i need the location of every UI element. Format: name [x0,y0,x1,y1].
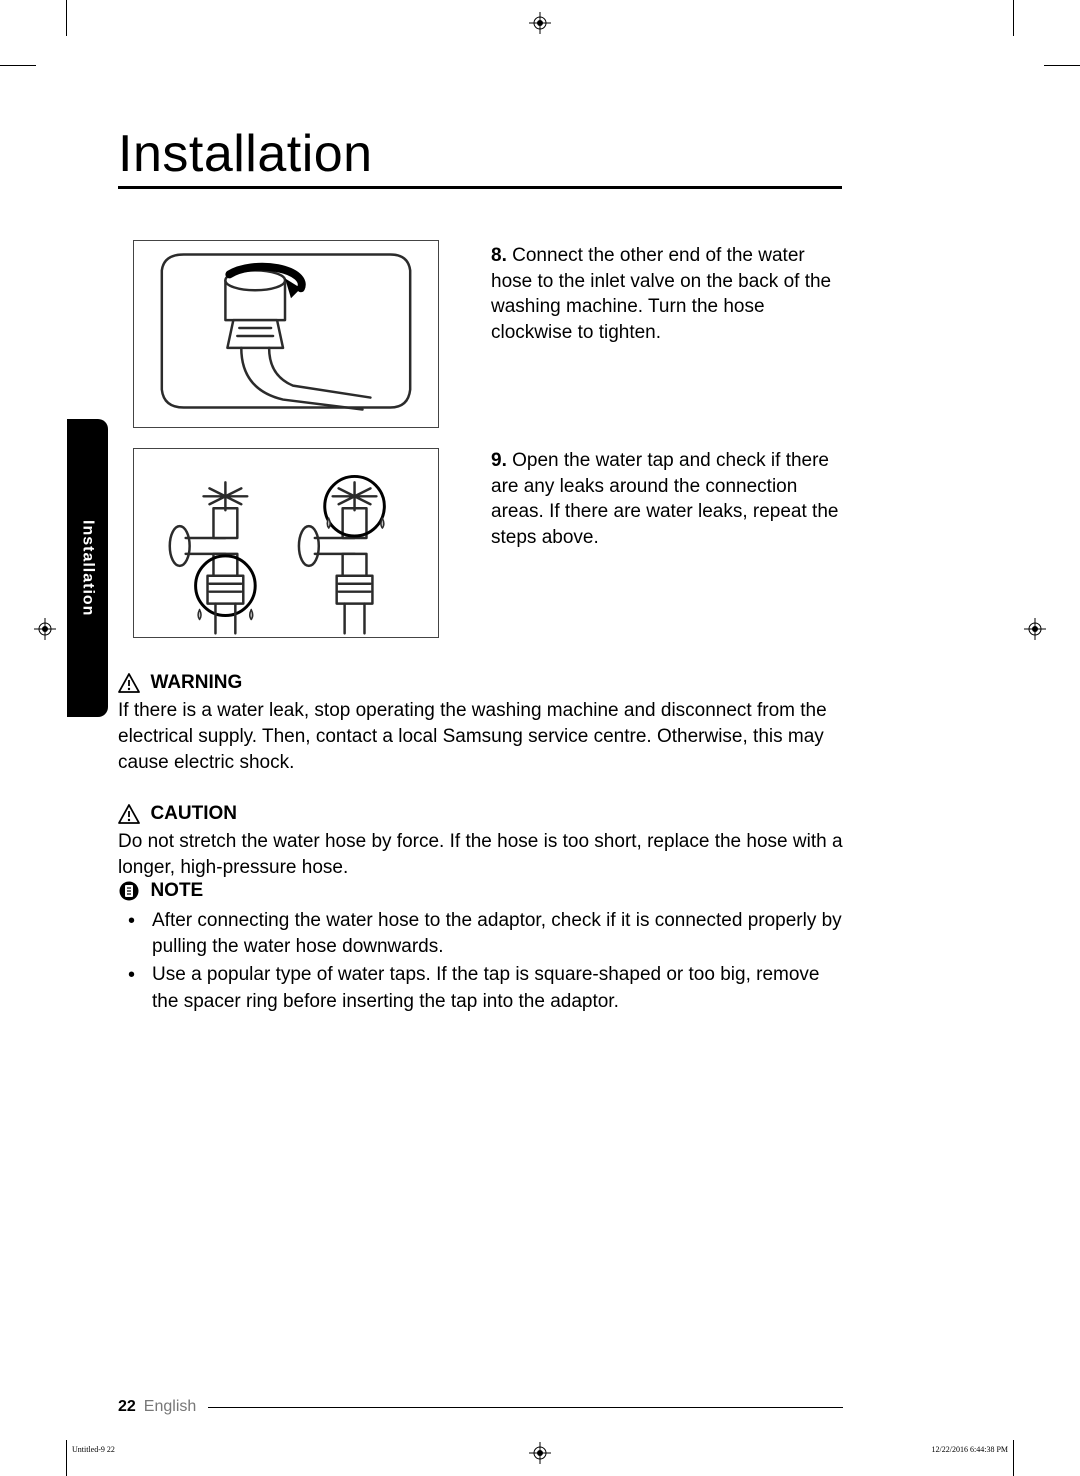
warning-label: WARNING [150,672,242,693]
caution-label: CAUTION [150,803,237,824]
crop-mark [66,0,67,36]
note-item: After connecting the water hose to the a… [118,908,843,960]
caution-section: CAUTION Do not stretch the water hose by… [118,803,843,881]
warning-icon [118,672,140,694]
registration-mark-icon [34,618,56,640]
warning-text: If there is a water leak, stop operating… [118,698,843,777]
imprint-filename: Untitled-9 22 [72,1445,115,1454]
crop-mark [1044,65,1080,66]
imprint-timestamp: 12/22/2016 6:44:38 PM [932,1445,1008,1454]
caution-text: Do not stretch the water hose by force. … [118,829,843,881]
crop-mark [66,1440,67,1476]
note-label: NOTE [150,880,203,901]
page-language: English [144,1398,196,1416]
title-rule [118,186,842,189]
step-8: 8. Connect the other end of the water ho… [491,243,841,346]
registration-mark-icon [1024,618,1046,640]
figure-tap-leak-check [133,448,439,638]
caution-icon [118,803,140,825]
figure-hose-inlet [133,240,439,428]
step-number: 9. [491,450,507,471]
note-list: After connecting the water hose to the a… [118,908,843,1015]
page-number: 22 [118,1398,136,1416]
note-item: Use a popular type of water taps. If the… [118,962,843,1014]
side-tab: Installation [67,419,108,717]
step-number: 8. [491,245,507,266]
page-footer: 22 English [118,1398,843,1416]
note-section: NOTE After connecting the water hose to … [118,880,843,1017]
registration-mark-icon [529,12,551,34]
footer-rule [208,1407,843,1408]
step-text: Open the water tap and check if there ar… [491,450,838,548]
crop-mark [1013,0,1014,36]
note-icon [118,880,140,902]
page-title: Installation [118,124,373,184]
warning-section: WARNING If there is a water leak, stop o… [118,672,843,777]
crop-mark [1013,1440,1014,1476]
side-tab-label: Installation [79,520,97,616]
step-text: Connect the other end of the water hose … [491,245,831,343]
step-9: 9. Open the water tap and check if there… [491,448,841,551]
crop-mark [0,65,36,66]
registration-mark-icon [529,1442,551,1464]
